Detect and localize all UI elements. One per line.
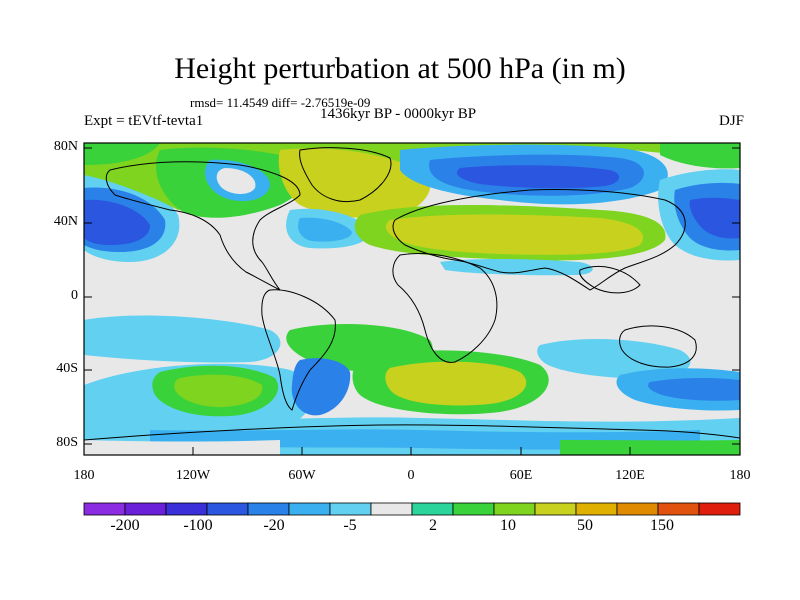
lat-tick-label: 80N [53, 139, 78, 154]
colorbar-swatch [370, 502, 413, 516]
colorbar-label: 10 [500, 517, 516, 534]
stats-text: rmsd= 11.4549 diff= -2.76519e-09 [190, 95, 371, 110]
lon-tick-label: 0 [407, 468, 415, 483]
colorbar-swatch [575, 502, 618, 516]
lat-tick-label: 40S [56, 361, 78, 376]
map-frame [83, 142, 741, 456]
experiment-label: Expt = tEVtf-tevta1 [84, 113, 204, 129]
lon-tick-label: 120W [175, 468, 211, 483]
colorbar-label: -5 [343, 517, 357, 534]
colorbar-swatch [452, 502, 495, 516]
colorbar-label: 150 [650, 517, 674, 534]
colorbar-swatch [534, 502, 577, 516]
colorbar-swatch [288, 502, 331, 516]
colorbar-label: -200 [110, 517, 140, 534]
colorbar-swatch [329, 502, 372, 516]
lat-tick-label: 80S [56, 435, 78, 450]
lat-tick-label: 40N [53, 214, 78, 229]
contour-fill [84, 143, 740, 455]
lon-tick-label: 60W [288, 468, 316, 483]
colorbar-label: 2 [429, 517, 437, 534]
lon-tick-label: 180 [73, 468, 95, 483]
colorbar-label: -20 [263, 517, 285, 534]
colorbar-label: -100 [183, 517, 213, 534]
period-text: 1436kyr BP - 0000kyr BP [320, 106, 477, 122]
colorbar-swatch [165, 502, 208, 516]
colorbar-swatch [124, 502, 167, 516]
lon-tick-label: 120E [615, 468, 645, 483]
colorbar-label: 50 [577, 517, 593, 534]
colorbar-swatch [83, 502, 126, 516]
colorbar-swatch [247, 502, 290, 516]
colorbar-swatch [411, 502, 454, 516]
colorbar-swatch [616, 502, 659, 516]
colorbar-swatch [657, 502, 700, 516]
chart-title: Height perturbation at 500 hPa (in m) [174, 52, 626, 85]
coastlines [84, 147, 740, 441]
lon-tick-label: 60E [509, 468, 533, 483]
colorbar-swatch [493, 502, 536, 516]
colorbar [83, 502, 741, 516]
lat-tick-label: 0 [71, 288, 78, 303]
colorbar-swatch [206, 502, 249, 516]
axis-ticks [83, 147, 741, 455]
lon-tick-label: 180 [729, 468, 751, 483]
colorbar-swatch [698, 502, 741, 516]
season-label: DJF [718, 113, 744, 129]
